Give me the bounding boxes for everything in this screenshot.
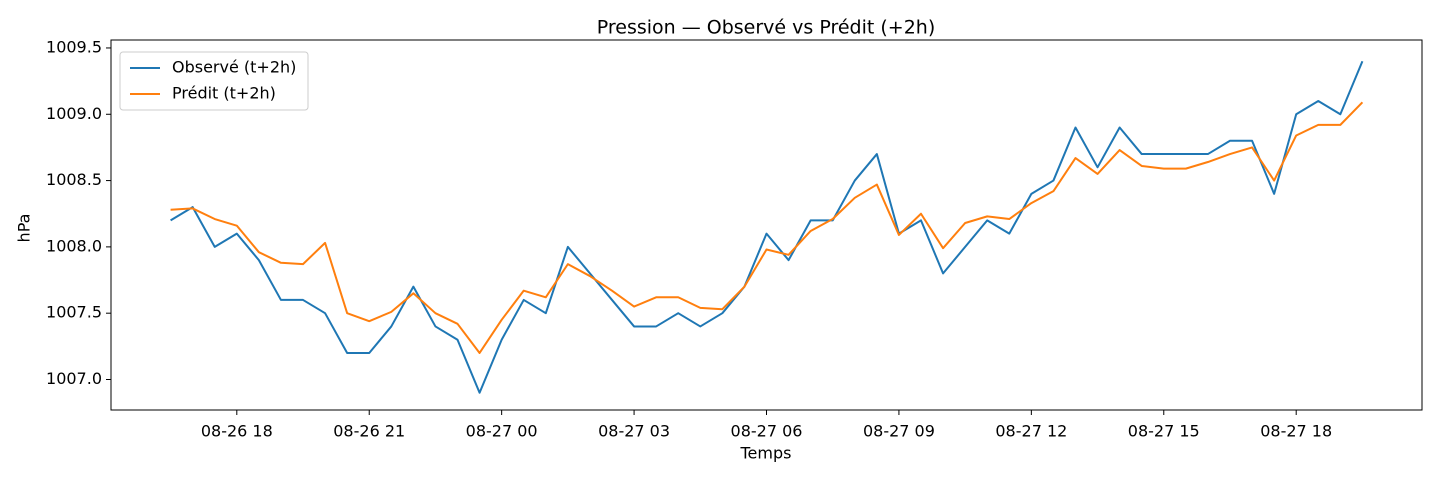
y-tick-label: 1009.0 [46, 104, 102, 123]
y-tick-label: 1007.0 [46, 369, 102, 388]
y-tick-label: 1008.5 [46, 170, 102, 189]
y-tick-label: 1007.5 [46, 303, 102, 322]
y-tick-label: 1008.0 [46, 236, 102, 255]
x-tick-label: 08-27 06 [731, 422, 803, 441]
series-line [170, 60, 1364, 394]
x-tick-label: 08-27 00 [466, 422, 538, 441]
legend-box [119, 51, 309, 111]
x-axis-label: Temps [740, 444, 792, 463]
x-tick-label: 08-26 21 [333, 422, 405, 441]
x-tick-label: 08-27 18 [1260, 422, 1332, 441]
x-tick-label: 08-26 18 [201, 422, 273, 441]
x-tick-label: 08-27 15 [1128, 422, 1200, 441]
y-axis-label: hPa [15, 214, 34, 243]
legend-label: Prédit (t+2h) [172, 84, 276, 103]
series-line [170, 101, 1364, 354]
legend-label: Observé (t+2h) [172, 58, 296, 77]
x-tick-label: 08-27 03 [598, 422, 670, 441]
y-tick-label: 1009.5 [46, 37, 102, 56]
chart-title: Pression — Observé vs Prédit (+2h) [597, 17, 936, 39]
x-tick-label: 08-27 12 [995, 422, 1067, 441]
x-tick-label: 08-27 09 [863, 422, 935, 441]
